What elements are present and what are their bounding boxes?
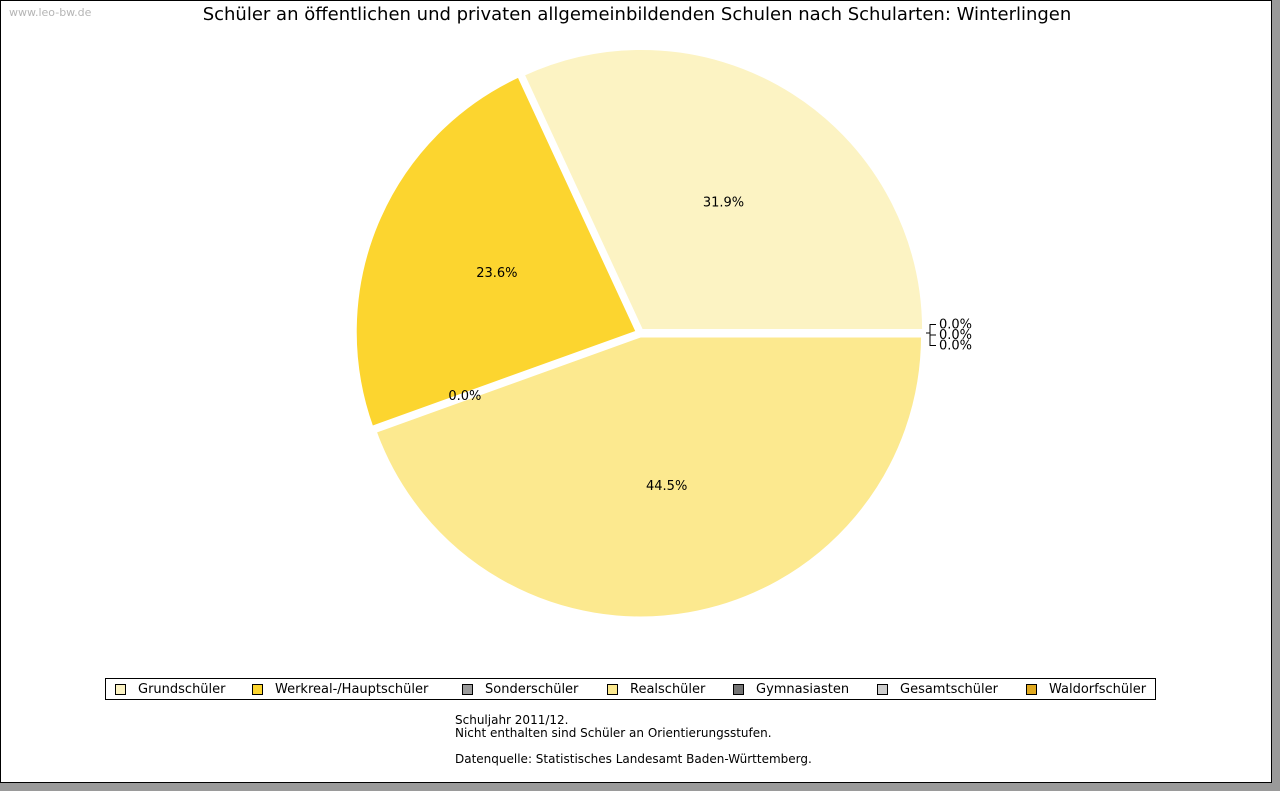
pie-callouts [926, 324, 936, 346]
legend-label: Gesamtschüler [900, 681, 998, 697]
legend-label: Werkreal-/Hauptschüler [275, 681, 429, 697]
legend-label: Grundschüler [138, 681, 226, 697]
pie-slices [353, 46, 926, 620]
legend-label: Realschüler [630, 681, 706, 697]
note-exclusion: Nicht enthalten sind Schüler an Orientie… [455, 726, 772, 740]
legend-swatch [877, 683, 888, 695]
legend-swatch [462, 683, 473, 695]
legend-swatch [607, 683, 618, 695]
pie-slice-realsch-ler [373, 334, 925, 620]
callout-line-waldorfsch-ler [926, 332, 936, 346]
slice-label-sondersch-ler: 0.0% [448, 389, 481, 404]
footnotes: Schuljahr 2011/12. Nicht enthalten sind … [455, 714, 812, 766]
legend-swatch [1026, 683, 1037, 695]
pie-labels: 31.9%23.6%0.0%44.5%0.0%0.0%0.0% [448, 195, 972, 493]
legend-item-waldorfsch-ler: Waldorfschüler [1026, 679, 1146, 699]
legend-swatch [252, 683, 263, 695]
slice-label-grundsch-ler: 31.9% [703, 195, 744, 210]
legend-item-grundsch-ler: Grundschüler [115, 679, 226, 699]
legend-label: Gymnasiasten [756, 681, 850, 697]
slice-label-realsch-ler: 44.5% [646, 479, 687, 494]
legend-swatch [115, 683, 126, 695]
legend-label: Sonderschüler [485, 681, 579, 697]
callout-line-gymnasiasten [926, 324, 936, 334]
legend-item-werkreal-hauptsch-ler: Werkreal-/Hauptschüler [252, 679, 428, 699]
slice-label-werkreal-hauptsch-ler: 23.6% [476, 266, 517, 281]
note-source: Datenquelle: Statistisches Landesamt Bad… [455, 752, 812, 766]
chart-title: Schüler an öffentlichen und privaten all… [202, 4, 1072, 25]
legend-item-realsch-ler: Realschüler [607, 679, 705, 699]
legend-item-gymnasiasten: Gymnasiasten [733, 679, 849, 699]
watermark: www.leo-bw.de [9, 6, 92, 19]
pie-slice-werkreal-hauptsch-ler [353, 73, 640, 430]
legend: Grundschüler Werkreal-/Hauptschüler Sonder… [105, 678, 1156, 700]
note-school-year: Schuljahr 2011/12. [455, 713, 569, 727]
pie-slice-grundsch-ler [521, 46, 926, 332]
legend-label: Waldorfschüler [1049, 681, 1147, 697]
legend-item-gesamtsch-ler: Gesamtschüler [877, 679, 998, 699]
legend-swatch [733, 683, 744, 695]
legend-item-sondersch-ler: Sonderschüler [462, 679, 578, 699]
slice-label-waldorfsch-ler: 0.0% [939, 339, 972, 354]
slice-label-gymnasiasten: 0.0% [939, 318, 972, 333]
slice-label-gesamtsch-ler: 0.0% [939, 328, 972, 343]
